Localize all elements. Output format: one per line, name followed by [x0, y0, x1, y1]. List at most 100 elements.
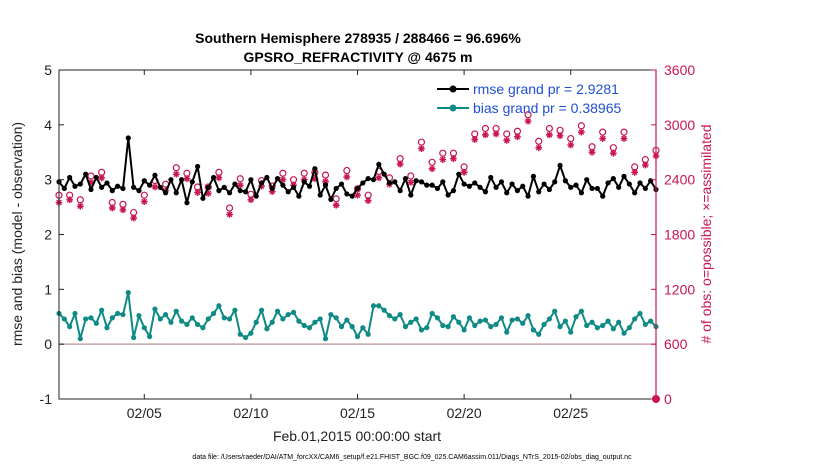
rmse-point	[301, 179, 307, 185]
bias-point	[477, 318, 483, 324]
rmse-point	[557, 162, 563, 169]
bias-point	[402, 324, 409, 330]
rmse-point	[626, 181, 632, 187]
bias-point	[322, 336, 329, 342]
bias-point	[370, 303, 377, 309]
obs-assimilated-point	[545, 131, 553, 139]
x-axis-label: Feb.01,2015 00:00:00 start	[273, 428, 441, 444]
bias-point	[338, 324, 345, 330]
rmse-point	[296, 193, 302, 199]
rmse-point	[248, 177, 254, 183]
bias-point	[109, 315, 115, 321]
rmse-point	[514, 188, 521, 194]
rmse-point	[131, 184, 137, 190]
obs-assimilated-point	[247, 196, 255, 204]
rmse-point	[125, 135, 131, 141]
bias-point	[296, 318, 302, 324]
bias-point	[93, 320, 99, 326]
y-right-axis-end-marker	[652, 395, 660, 403]
rmse-point	[258, 180, 265, 186]
y-left-tick-label: 0	[44, 336, 52, 352]
bias-point	[189, 315, 195, 321]
bias-point	[274, 308, 281, 314]
rmse-point	[546, 186, 552, 193]
bias-point	[349, 324, 355, 330]
bias-point	[413, 316, 419, 322]
bias-point	[536, 331, 542, 337]
rmse-point	[536, 189, 542, 195]
rmse-point	[354, 185, 361, 192]
rmse-point	[338, 181, 345, 187]
rmse-point	[152, 172, 158, 178]
y-left-tick-label: 3	[44, 172, 52, 188]
bias-point	[152, 306, 158, 312]
rmse-point	[525, 193, 531, 199]
obs-assimilated-point	[503, 136, 511, 144]
obs-assimilated-point	[524, 117, 532, 125]
rmse-point	[269, 185, 275, 192]
obs-assimilated-point	[268, 188, 276, 195]
obs-assimilated-point	[279, 176, 287, 184]
obs-assimilated-point	[343, 173, 351, 181]
rmse-point	[509, 181, 515, 187]
rmse-point	[317, 192, 323, 198]
bias-point	[88, 315, 94, 321]
bias-point	[429, 310, 435, 317]
bias-point	[248, 330, 254, 336]
bias-point	[424, 325, 430, 331]
rmse-point	[616, 184, 622, 190]
bias-point	[360, 325, 366, 331]
rmse-point	[605, 180, 611, 186]
rmse-point	[504, 190, 510, 196]
bias-point	[290, 309, 297, 315]
rmse-point	[328, 196, 334, 203]
obs-assimilated-point	[183, 175, 191, 183]
rmse-point	[445, 192, 451, 198]
rmse-point	[610, 175, 616, 182]
bias-point	[280, 316, 286, 322]
bias-point	[493, 321, 499, 328]
rmse-point	[141, 178, 147, 184]
bias-point	[648, 318, 654, 324]
bias-point	[163, 311, 169, 318]
obs-assimilated-point	[236, 181, 244, 189]
obs-assimilated-point	[375, 174, 383, 182]
rmse-point	[642, 185, 648, 192]
rmse-point	[498, 179, 505, 185]
bias-point	[115, 310, 121, 317]
obs-assimilated-point	[98, 174, 106, 182]
legend-bias-label: bias grand pr = 0.38965	[473, 100, 621, 116]
bias-point	[418, 327, 425, 333]
rmse-point	[600, 193, 606, 199]
obs-assimilated-point	[407, 179, 415, 186]
bias-point	[573, 314, 579, 320]
y-right-tick-label: 3600	[664, 62, 695, 78]
rmse-point	[67, 174, 73, 181]
legend: rmse grand pr = 2.9281 bias grand pr = 0…	[437, 81, 621, 116]
bias-point	[445, 324, 451, 330]
obs-assimilated-point	[439, 156, 447, 163]
obs-assimilated-point	[556, 132, 564, 140]
rmse-point	[72, 183, 78, 189]
rmse-point	[237, 188, 243, 194]
rmse-point	[402, 175, 409, 182]
rmse-point	[349, 193, 355, 199]
obs-assimilated-point	[535, 144, 543, 152]
rmse-point	[178, 177, 185, 183]
obs-assimilated-point	[354, 191, 361, 199]
bias-point	[237, 331, 243, 337]
bias-point	[450, 314, 457, 320]
bias-point	[552, 308, 558, 314]
bias-point	[546, 316, 552, 322]
rmse-point	[376, 161, 382, 167]
y-right-tick-label: 600	[664, 336, 688, 352]
bias-point	[584, 322, 590, 329]
rmse-point	[168, 177, 174, 183]
rmse-point	[482, 189, 489, 195]
rmse-point	[450, 188, 457, 194]
y-right-tick-label: 2400	[664, 172, 695, 188]
bias-point	[482, 317, 489, 323]
bias-point	[504, 329, 510, 335]
bias-point	[184, 321, 190, 328]
bias-point	[221, 315, 227, 321]
